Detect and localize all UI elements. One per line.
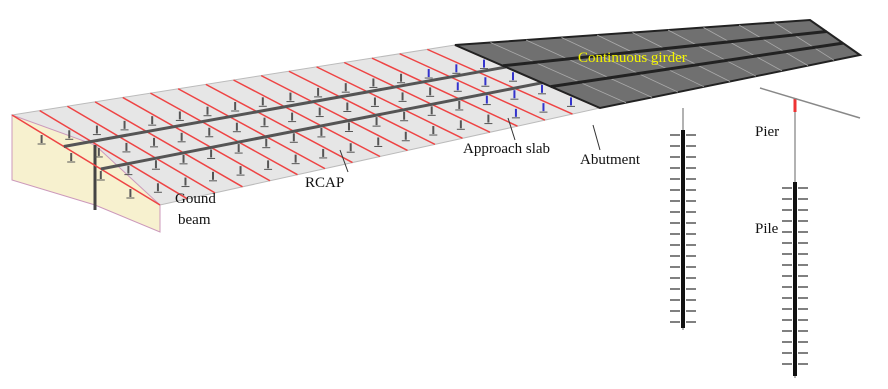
label-pile: Pile [755,221,779,237]
label-ground-beam: Gound [175,191,216,207]
bridge-model-diagram: Continuous girder Pier Pile Approach sla… [0,0,888,389]
pier-cap [760,88,860,118]
label-continuous-girder: Continuous girder [578,50,687,66]
label-ground-beam: beam [178,212,211,228]
label-pier: Pier [755,124,779,140]
leader-line [593,125,600,150]
label-approach-slab: Approach slab [463,141,550,157]
label-rcap: RCAP [305,175,344,191]
label-abutment: Abutment [580,152,641,168]
